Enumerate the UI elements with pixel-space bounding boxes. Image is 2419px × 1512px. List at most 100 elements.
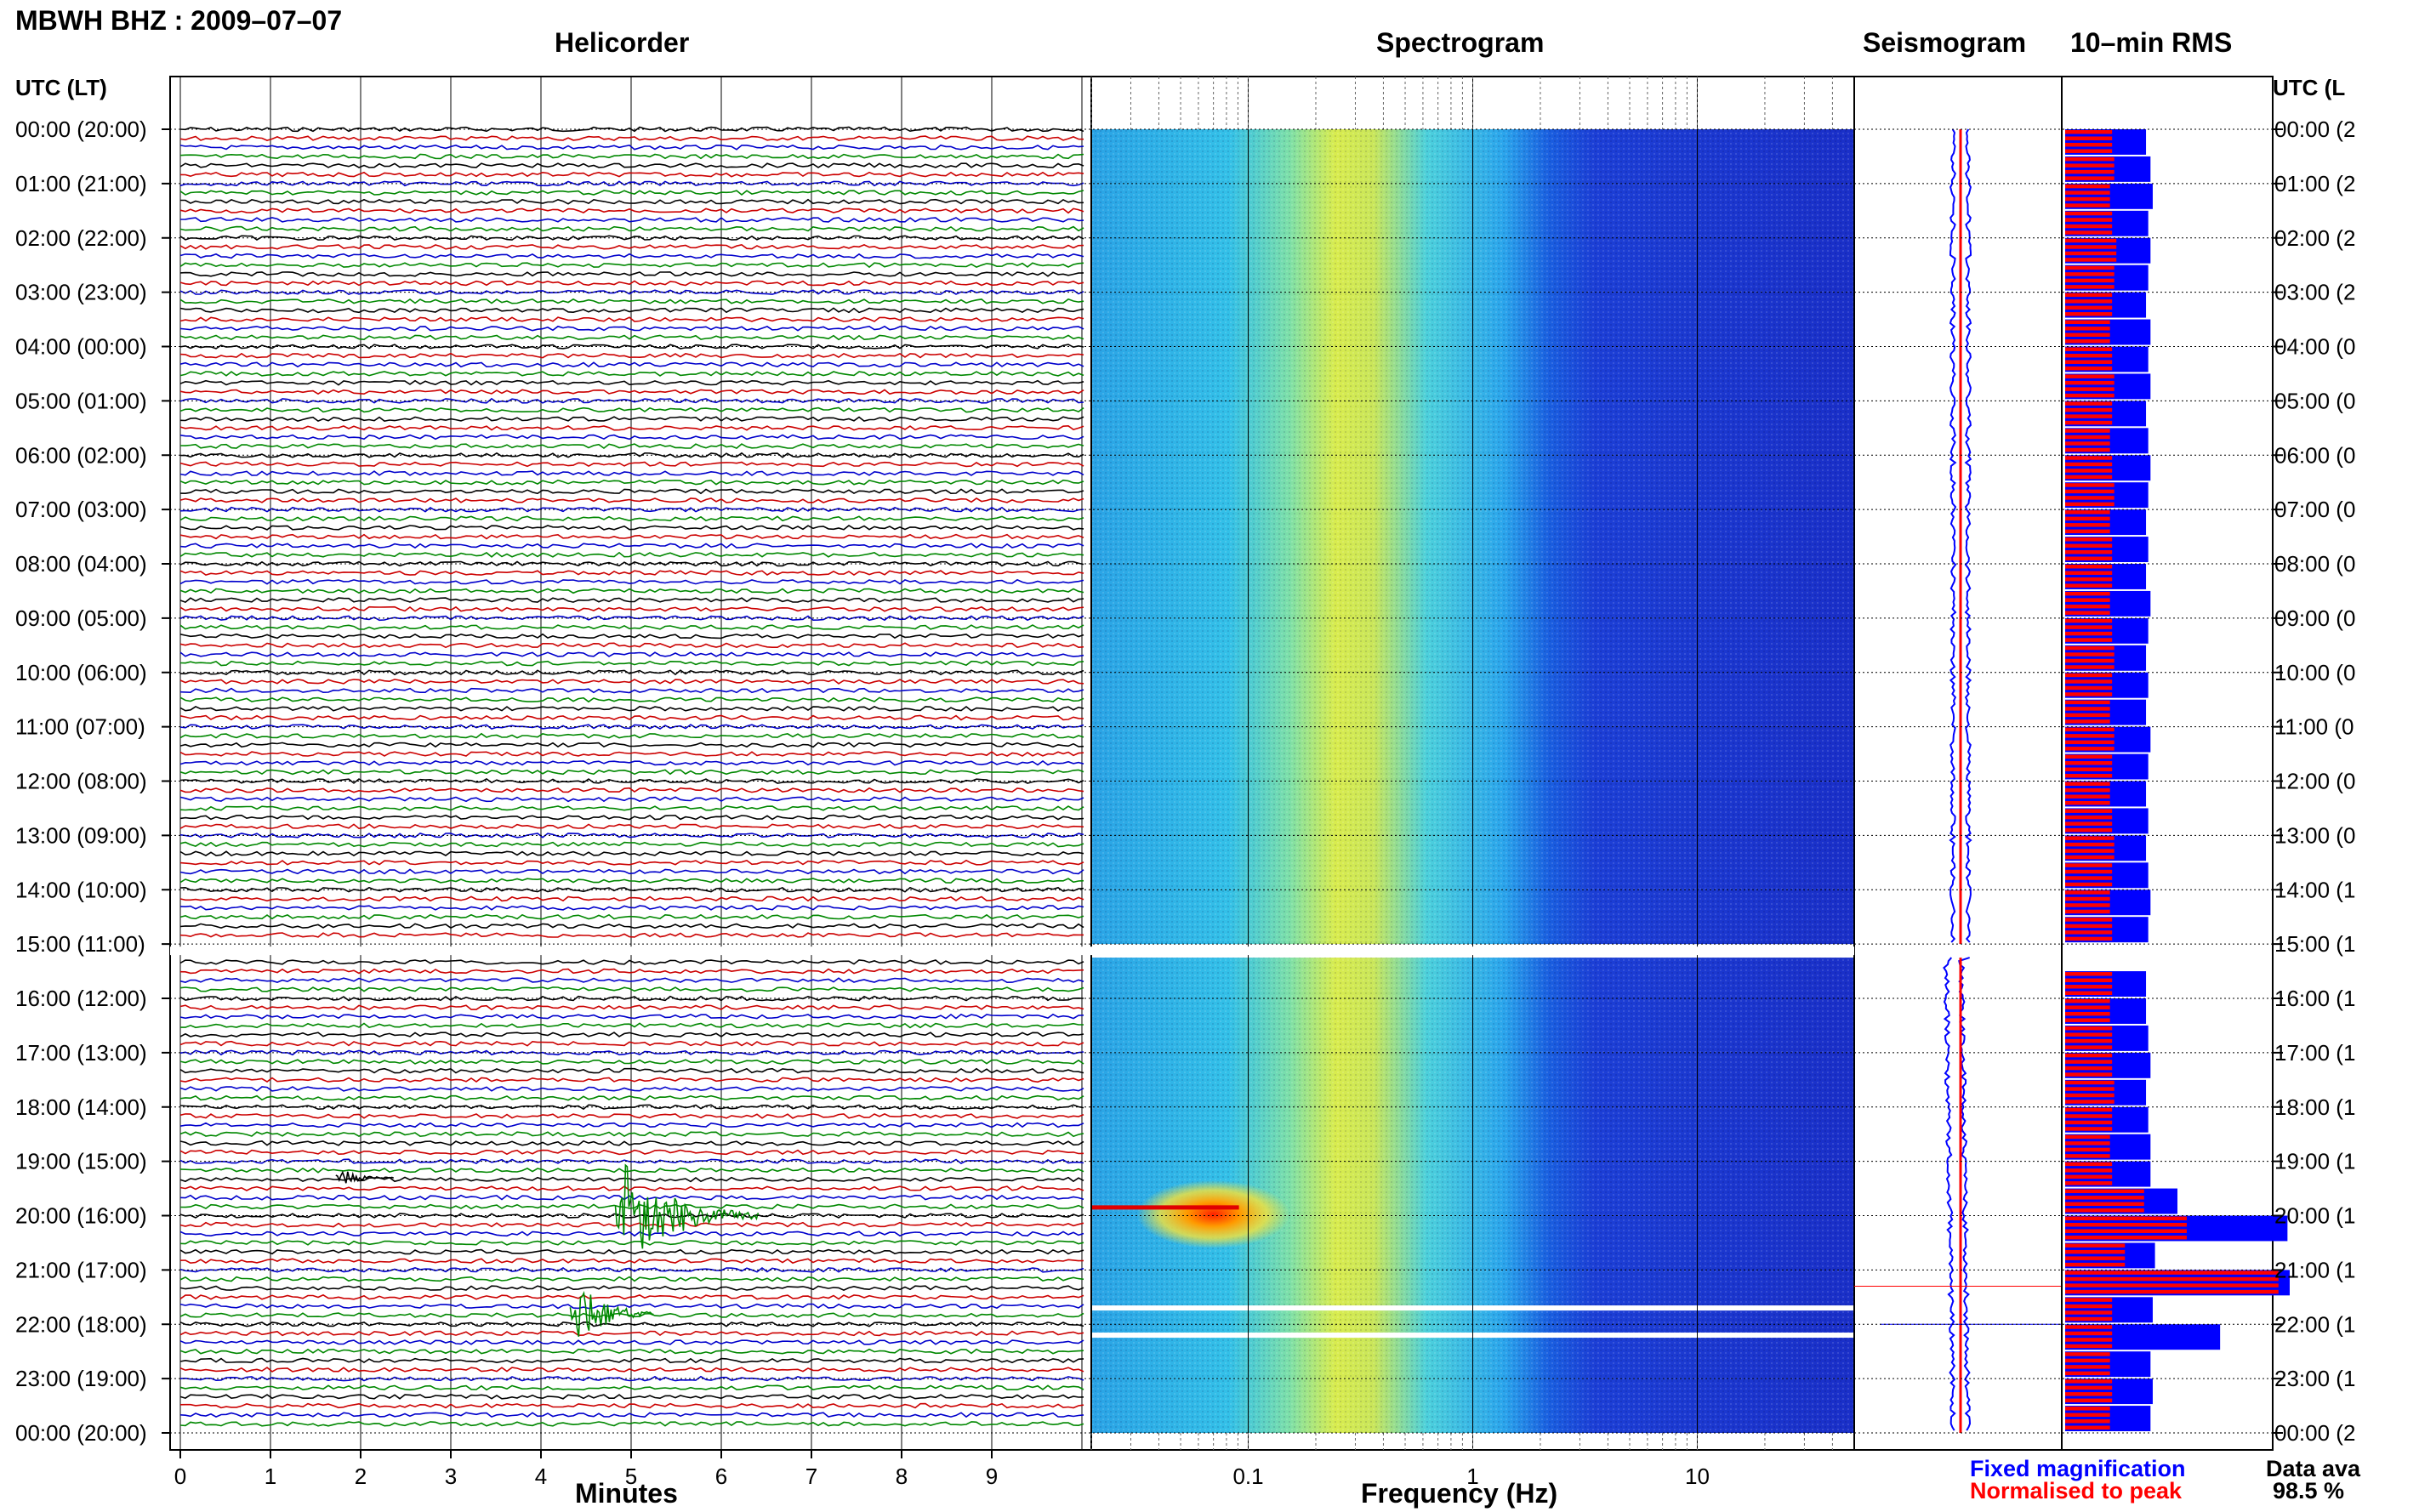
time-label-right: 06:00 (0 [2274, 442, 2355, 468]
rms-bar-normalised [2065, 869, 2113, 874]
time-label-right: 08:00 (0 [2274, 551, 2355, 577]
rms-bar-normalised [2065, 278, 2114, 283]
rms-bar-normalised [2065, 312, 2113, 316]
rms-bar-normalised [2065, 1011, 2110, 1016]
helicorder-trace [179, 633, 1084, 639]
helicorder-trace [179, 144, 1084, 151]
rms-bar-normalised [2065, 1249, 2126, 1254]
rms-bar-normalised [2065, 320, 2110, 325]
rms-panel [2061, 76, 2290, 1451]
helicorder-trace [179, 651, 1084, 657]
time-label-left: 14:00 (10:00) [15, 877, 147, 902]
rms-bar-normalised [2065, 1379, 2113, 1384]
rms-bar-normalised [2065, 218, 2113, 222]
rms-bar-normalised [2065, 387, 2114, 391]
rms-bar-normalised [2065, 516, 2110, 521]
helicorder-trace [179, 1086, 1084, 1092]
rms-bar-normalised [2065, 1127, 2113, 1131]
rms-bar-normalised [2065, 293, 2113, 298]
helicorder-trace [179, 642, 1084, 649]
time-label-left: 09:00 (05:00) [15, 605, 147, 631]
rms-bar-normalised [2065, 360, 2113, 364]
rms-bar-normalised [2065, 136, 2113, 140]
helicorder-trace [179, 1367, 1084, 1373]
rms-bar-normalised [2065, 380, 2114, 385]
helicorder-trace [179, 796, 1084, 803]
time-label-right: 19:00 (1 [2274, 1149, 2355, 1174]
helicorder-trace [179, 859, 1084, 866]
time-label-left: 19:00 (15:00) [15, 1149, 147, 1174]
helicorder-trace [179, 1258, 1084, 1265]
rms-bar-normalised [2065, 1283, 2279, 1287]
rms-bar-normalised [2065, 1018, 2110, 1022]
rms-bar-normalised [2065, 1114, 2113, 1118]
helicorder-event [569, 1290, 654, 1337]
rms-bar-normalised [2065, 565, 2113, 569]
minute-tick-label: 1 [265, 1464, 276, 1489]
rms-bar-normalised [2065, 727, 2114, 732]
helicorder-trace [179, 588, 1084, 594]
helicorder-trace [179, 823, 1084, 830]
minute-tick-label: 3 [445, 1464, 457, 1489]
rms-bar-normalised [2065, 1154, 2110, 1158]
time-label-right: 11:00 (0 [2274, 714, 2354, 740]
helicorder-event [335, 1170, 395, 1184]
helicorder-trace [179, 280, 1084, 287]
time-label-left: 04:00 (00:00) [15, 334, 147, 360]
rms-bar-normalised [2065, 896, 2110, 901]
helicorder-trace [179, 669, 1084, 676]
rms-bar-normalised [2065, 1407, 2110, 1411]
helicorder-trace [179, 679, 1084, 685]
rms-bar-normalised [2065, 815, 2113, 820]
rms-bar-normalised [2065, 483, 2114, 487]
rms-bar-normalised [2065, 374, 2114, 378]
rms-frame [2061, 76, 2274, 1451]
helicorder-trace [179, 1059, 1084, 1065]
helicorder-trace [179, 190, 1084, 196]
time-label-left: 01:00 (21:00) [15, 171, 147, 196]
helicorder-event [614, 1163, 760, 1249]
time-label-left: 06:00 (02:00) [15, 442, 147, 468]
helicorder-trace [179, 769, 1084, 776]
helicorder-trace [179, 180, 1084, 187]
time-labels: 00:00 (20:00) 00:00 (2 01:00 (21:00) 01:00 … [15, 117, 2355, 1446]
helicorder-trace [179, 1158, 1084, 1165]
rms-bar-normalised [2065, 577, 2113, 582]
helicorder-trace [179, 1213, 1084, 1219]
rms-bar-normalised [2065, 327, 2110, 331]
rms-bar-normalised [2065, 537, 2113, 542]
time-label-right: 10:00 (0 [2274, 660, 2355, 685]
helicorder-trace [179, 932, 1084, 938]
helicorder-trace [179, 298, 1084, 304]
rms-bar-normalised [2065, 550, 2113, 554]
rms-bar-normalised [2065, 285, 2114, 289]
helicorder-trace [179, 1339, 1084, 1345]
rms-bar-normalised [2065, 1038, 2113, 1043]
right-axis-title: UTC (L [2273, 75, 2346, 100]
helicorder-trace [179, 361, 1084, 368]
helicorder-trace [179, 1194, 1084, 1201]
rms-bar-normalised [2065, 719, 2110, 724]
rms-bar-normalised [2065, 1147, 2110, 1152]
rms-bar-normalised [2065, 190, 2110, 195]
rms-bar-normalised [2065, 393, 2114, 398]
seismogram-panel [1853, 76, 2063, 1451]
rms-bar-normalised [2065, 849, 2114, 853]
rms-bar-normalised [2065, 890, 2110, 895]
helicorder-trace [179, 316, 1084, 322]
rms-bar-normalised [2065, 767, 2113, 772]
time-label-left: 17:00 (13:00) [15, 1040, 147, 1066]
minute-tick-label: 0 [174, 1464, 186, 1489]
rms-bar-normalised [2065, 529, 2110, 534]
helicorder-trace [179, 1140, 1084, 1146]
helicorder-trace [179, 397, 1084, 404]
rms-bar-normalised [2065, 631, 2113, 636]
rms-bar-normalised [2065, 645, 2114, 651]
rms-bar-normalised [2065, 1413, 2110, 1418]
data-availability-label: Data ava [2266, 1456, 2361, 1481]
helicorder-trace [179, 578, 1084, 585]
time-label-right: 04:00 (0 [2274, 334, 2355, 360]
rms-bar-normalised [2065, 1202, 2144, 1207]
helicorder-trace [179, 714, 1084, 721]
rms-bar-normalised [2065, 556, 2113, 560]
